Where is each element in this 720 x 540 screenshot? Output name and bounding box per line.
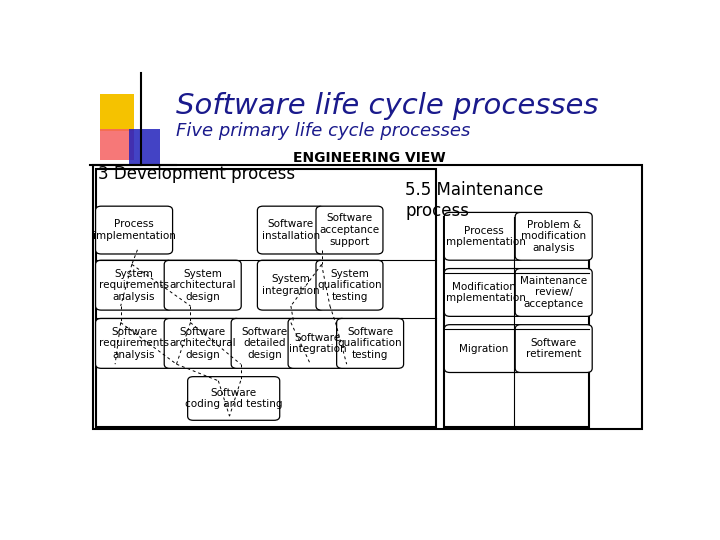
FancyBboxPatch shape xyxy=(288,319,347,368)
Text: System
integration: System integration xyxy=(262,274,320,296)
FancyBboxPatch shape xyxy=(258,206,324,254)
FancyBboxPatch shape xyxy=(96,206,173,254)
FancyBboxPatch shape xyxy=(444,268,523,316)
Text: Software
architectural
design: Software architectural design xyxy=(169,327,236,360)
FancyBboxPatch shape xyxy=(516,325,593,373)
Text: Software
retirement: Software retirement xyxy=(526,338,581,360)
Text: Maintenance
review/
acceptance: Maintenance review/ acceptance xyxy=(520,276,588,309)
FancyBboxPatch shape xyxy=(316,260,383,310)
FancyBboxPatch shape xyxy=(164,260,241,310)
FancyBboxPatch shape xyxy=(129,129,160,165)
FancyBboxPatch shape xyxy=(100,129,133,160)
FancyBboxPatch shape xyxy=(93,165,642,429)
Text: Software
acceptance
support: Software acceptance support xyxy=(320,213,379,247)
Text: Software
detailed
design: Software detailed design xyxy=(242,327,288,360)
Text: Migration: Migration xyxy=(459,343,508,354)
FancyBboxPatch shape xyxy=(96,260,173,310)
Text: 3 Development process: 3 Development process xyxy=(99,165,295,184)
FancyBboxPatch shape xyxy=(337,319,404,368)
Text: Software
installation: Software installation xyxy=(262,219,320,241)
FancyBboxPatch shape xyxy=(258,260,324,310)
Text: Five primary life cycle processes: Five primary life cycle processes xyxy=(176,123,471,140)
Text: System
qualification
testing: System qualification testing xyxy=(317,268,382,302)
FancyBboxPatch shape xyxy=(316,206,383,254)
FancyBboxPatch shape xyxy=(96,168,436,427)
Text: Software
requirements
analysis: Software requirements analysis xyxy=(99,327,169,360)
FancyBboxPatch shape xyxy=(100,94,133,131)
FancyBboxPatch shape xyxy=(444,217,590,427)
Text: ENGINEERING VIEW: ENGINEERING VIEW xyxy=(293,151,445,165)
Text: Software
qualification
testing: Software qualification testing xyxy=(338,327,402,360)
FancyBboxPatch shape xyxy=(96,319,173,368)
FancyBboxPatch shape xyxy=(188,377,279,420)
FancyBboxPatch shape xyxy=(164,319,241,368)
Text: Process
implementation: Process implementation xyxy=(443,226,526,247)
Text: Software
coding and testing: Software coding and testing xyxy=(185,388,282,409)
Text: Software
integration: Software integration xyxy=(289,333,346,354)
FancyBboxPatch shape xyxy=(444,212,523,260)
Text: 5.5 Maintenance
process: 5.5 Maintenance process xyxy=(405,181,544,220)
Text: System
architectural
design: System architectural design xyxy=(169,268,236,302)
Text: Problem &
modification
analysis: Problem & modification analysis xyxy=(521,220,586,253)
FancyBboxPatch shape xyxy=(231,319,298,368)
Text: System
requirements
analysis: System requirements analysis xyxy=(99,268,169,302)
Text: Process
implementation: Process implementation xyxy=(93,219,176,241)
FancyBboxPatch shape xyxy=(444,325,523,373)
Text: Modification
implementation: Modification implementation xyxy=(443,282,526,303)
FancyBboxPatch shape xyxy=(516,268,593,316)
Text: Software life cycle processes: Software life cycle processes xyxy=(176,92,599,120)
FancyBboxPatch shape xyxy=(516,212,593,260)
